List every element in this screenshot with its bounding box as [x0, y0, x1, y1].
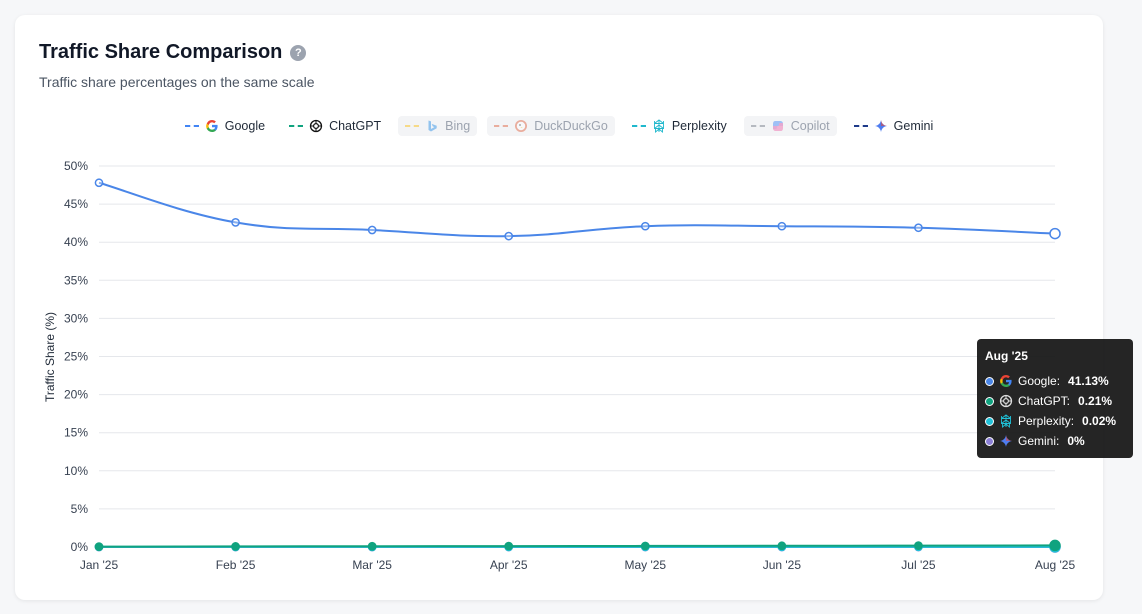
legend-item-google[interactable]: Google	[178, 116, 272, 136]
tooltip-dot-google	[985, 376, 994, 386]
tooltip-row-gemini: Gemini: 0%	[985, 431, 1125, 451]
legend-line-chatgpt	[289, 125, 304, 127]
legend-item-duckduckgo[interactable]: DuckDuckGo	[487, 116, 615, 136]
data-point-google	[777, 221, 787, 231]
series-line-chatgpt	[98, 544, 1056, 548]
data-point-chatgpt	[94, 542, 104, 551]
legend-line-perplexity	[631, 125, 646, 127]
data-point-google	[94, 178, 104, 188]
tooltip-row-perplexity: Perplexity: 0.02%	[985, 411, 1125, 431]
data-point-chatgpt	[367, 541, 377, 551]
legend-label-gemini: Gemini	[893, 119, 934, 133]
title-row: Traffic Share Comparison ?	[39, 41, 307, 64]
series-lines	[94, 178, 1061, 553]
duckduckgo-icon	[515, 120, 528, 132]
data-point-google	[640, 221, 650, 231]
legend-line-gemini	[853, 125, 868, 127]
tooltip-value-chatgpt: 0.21%	[1078, 394, 1113, 408]
data-point-chatgpt	[914, 541, 923, 550]
legend: Google ChatGPT Bing	[15, 116, 1103, 136]
tooltip-dot-perplexity	[985, 416, 994, 426]
chatgpt-icon	[999, 394, 1013, 408]
x-tick-label: Apr '25	[490, 558, 528, 572]
data-point-google	[231, 218, 240, 227]
data-point-chatgpt	[231, 542, 240, 551]
tooltip-value-gemini: 0%	[1067, 434, 1085, 448]
y-tick-label: 40%	[64, 235, 88, 249]
legend-item-bing[interactable]: Bing	[398, 116, 478, 136]
legend-item-copilot[interactable]: Copilot	[743, 116, 837, 136]
tooltip-row-google: Google: 41.13%	[985, 371, 1125, 391]
tooltip-title: Aug '25	[985, 349, 1028, 363]
chart-title: Traffic Share Comparison	[39, 41, 283, 63]
legend-label-google: Google	[224, 119, 266, 133]
chart-subtitle: Traffic share percentages on the same sc…	[39, 74, 315, 90]
bing-icon	[428, 120, 437, 132]
legend-label-perplexity: Perplexity	[671, 119, 727, 133]
y-axis-title: Traffic Share (%)	[43, 312, 57, 402]
y-tick-label: 5%	[71, 502, 89, 516]
x-tick-labels: Jan '25 Feb '25 Mar '25 Apr '25 May '25 Jun '…	[80, 558, 1076, 572]
y-tick-label: 45%	[64, 197, 88, 211]
legend-label-duckduckgo: DuckDuckGo	[534, 119, 608, 133]
legend-line-google	[184, 125, 199, 127]
google-icon	[205, 119, 218, 132]
x-tick-label: Jun '25	[763, 558, 802, 572]
x-tick-label: Mar '25	[352, 558, 392, 572]
tooltip-dot-gemini	[985, 436, 994, 446]
data-point-chatgpt	[504, 541, 514, 551]
data-point-google	[1049, 227, 1061, 240]
tooltip-label-chatgpt: ChatGPT:	[1018, 394, 1071, 408]
legend-item-chatgpt[interactable]: ChatGPT	[282, 116, 388, 136]
data-point-chatgpt	[640, 541, 650, 551]
y-tick-label: 20%	[64, 388, 88, 402]
y-tick-label: 15%	[64, 426, 88, 440]
x-tick-label: Jan '25	[80, 558, 119, 572]
chart-tooltip: Aug '25 Google: 41.13% ChatGPT: 0.21% Pe…	[977, 339, 1133, 458]
x-tick-label: Feb '25	[216, 558, 256, 572]
data-point-google	[914, 223, 923, 233]
data-point-google	[367, 225, 377, 235]
data-point-google	[504, 231, 514, 241]
x-tick-label: May '25	[624, 558, 666, 572]
tooltip-label-gemini: Gemini:	[1018, 434, 1060, 448]
tooltip-value-perplexity: 0.02%	[1082, 414, 1117, 428]
legend-item-perplexity[interactable]: Perplexity	[625, 116, 734, 136]
legend-label-copilot: Copilot	[790, 119, 830, 133]
legend-label-chatgpt: ChatGPT	[329, 119, 382, 133]
chatgpt-icon	[309, 119, 323, 133]
perplexity-icon	[1001, 414, 1011, 428]
data-point-chatgpt	[777, 541, 787, 551]
y-tick-label: 10%	[64, 464, 88, 478]
tooltip-label-perplexity: Perplexity:	[1018, 414, 1075, 428]
legend-line-bing	[405, 125, 420, 127]
tooltip-row-chatgpt: ChatGPT: 0.21%	[985, 391, 1125, 411]
legend-item-gemini[interactable]: Gemini	[847, 116, 941, 136]
help-icon[interactable]: ?	[290, 44, 307, 61]
google-icon	[1000, 374, 1012, 387]
copilot-icon	[772, 121, 783, 131]
series-line-google	[98, 181, 1056, 238]
y-tick-label: 35%	[64, 273, 88, 287]
legend-line-copilot	[750, 125, 765, 127]
data-point-chatgpt	[1049, 539, 1061, 552]
gemini-icon	[874, 120, 887, 132]
chart-card: Traffic Share Comparison ? Traffic share…	[15, 15, 1103, 600]
legend-line-duckduckgo	[494, 125, 509, 127]
y-tick-label: 25%	[64, 350, 88, 364]
tooltip-label-google: Google:	[1018, 374, 1061, 388]
legend-label-bing: Bing	[445, 119, 471, 133]
y-tick-labels: 0% 5% 10% 15% 20% 25% 30% 35% 40% 45% 50%	[64, 159, 88, 554]
perplexity-icon	[653, 119, 664, 133]
y-tick-label: 30%	[64, 311, 88, 325]
x-tick-label: Aug '25	[1035, 558, 1076, 572]
tooltip-value-google: 41.13%	[1068, 374, 1109, 388]
gemini-icon	[1000, 435, 1012, 447]
y-tick-label: 50%	[64, 159, 88, 173]
tooltip-dot-chatgpt	[985, 396, 994, 406]
y-tick-label: 0%	[71, 540, 89, 554]
x-tick-label: Jul '25	[901, 558, 936, 572]
